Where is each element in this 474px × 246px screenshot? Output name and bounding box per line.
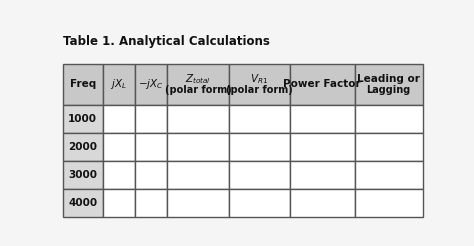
Text: (polar form): (polar form) xyxy=(164,85,231,95)
Bar xyxy=(102,105,135,133)
Bar xyxy=(135,105,167,133)
Bar xyxy=(135,189,167,217)
Bar xyxy=(63,105,102,133)
Bar xyxy=(63,161,102,189)
Bar xyxy=(290,161,355,189)
Bar xyxy=(167,64,228,105)
Bar xyxy=(355,133,423,161)
Text: Freq: Freq xyxy=(70,79,96,89)
Bar xyxy=(135,161,167,189)
Bar xyxy=(102,133,135,161)
Bar xyxy=(355,189,423,217)
Bar xyxy=(63,189,102,217)
Text: 1000: 1000 xyxy=(68,114,97,124)
Bar xyxy=(290,105,355,133)
Bar xyxy=(355,105,423,133)
Bar xyxy=(167,105,228,133)
Text: $-jX_C$: $-jX_C$ xyxy=(138,77,164,91)
Bar xyxy=(290,189,355,217)
Bar xyxy=(355,64,423,105)
Bar xyxy=(228,161,290,189)
Bar xyxy=(290,64,355,105)
Bar xyxy=(135,133,167,161)
Bar xyxy=(102,64,135,105)
Text: 4000: 4000 xyxy=(68,198,97,208)
Bar xyxy=(63,133,102,161)
Bar xyxy=(167,189,228,217)
Bar xyxy=(167,161,228,189)
Text: (polar form): (polar form) xyxy=(226,85,292,95)
Text: 3000: 3000 xyxy=(68,170,97,180)
Bar xyxy=(228,105,290,133)
Text: Power Factor: Power Factor xyxy=(283,79,361,89)
Bar xyxy=(167,133,228,161)
Text: Lagging: Lagging xyxy=(366,85,411,95)
Text: $jX_L$: $jX_L$ xyxy=(110,77,127,91)
Text: 2000: 2000 xyxy=(68,142,97,152)
Bar xyxy=(228,133,290,161)
Bar xyxy=(63,64,102,105)
Bar xyxy=(290,133,355,161)
Text: $V_{R1}$: $V_{R1}$ xyxy=(250,72,268,86)
Bar xyxy=(355,161,423,189)
Bar xyxy=(102,189,135,217)
Bar xyxy=(102,161,135,189)
Bar xyxy=(228,64,290,105)
Bar xyxy=(135,64,167,105)
Text: Leading or: Leading or xyxy=(357,74,420,84)
Text: Table 1. Analytical Calculations: Table 1. Analytical Calculations xyxy=(63,35,270,48)
Bar xyxy=(228,189,290,217)
Text: $Z_{total}$: $Z_{total}$ xyxy=(185,72,211,86)
